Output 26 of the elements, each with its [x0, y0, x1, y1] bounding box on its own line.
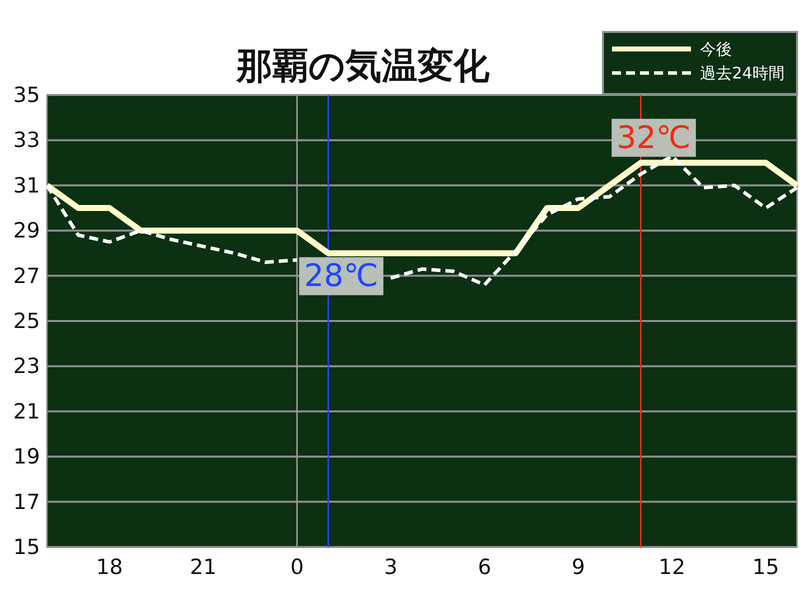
xtick: 6 — [478, 555, 492, 579]
xtick: 15 — [752, 555, 780, 579]
ytick: 23 — [13, 354, 40, 378]
xtick: 3 — [384, 555, 398, 579]
xtick: 0 — [290, 555, 304, 579]
title: 那覇の気温変化 — [236, 46, 490, 87]
ytick: 35 — [13, 83, 40, 107]
ytick: 25 — [13, 309, 40, 333]
legend-label: 過去24時間 — [700, 64, 784, 82]
legend-label: 今後 — [700, 40, 732, 58]
xtick: 18 — [96, 555, 123, 579]
ref-label: 28℃ — [299, 257, 384, 296]
ytick: 17 — [13, 490, 40, 514]
ref-line-label: 28℃ — [304, 258, 378, 294]
xtick: 12 — [658, 555, 686, 579]
ytick: 19 — [13, 444, 40, 469]
ytick: 15 — [13, 535, 40, 559]
xtick: 21 — [190, 555, 217, 579]
xtick: 9 — [572, 555, 585, 579]
ytick: 29 — [13, 218, 40, 243]
ytick: 27 — [13, 264, 40, 288]
ref-label: 32℃ — [612, 118, 696, 157]
ref-line-label: 32℃ — [616, 120, 691, 156]
ytick: 33 — [13, 128, 40, 152]
ytick: 31 — [13, 173, 40, 198]
ytick: 21 — [13, 399, 40, 424]
